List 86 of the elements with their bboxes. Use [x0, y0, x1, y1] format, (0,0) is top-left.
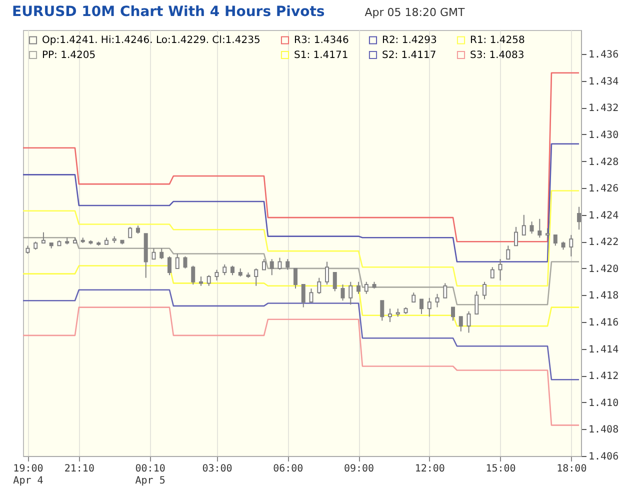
y-tick-label: 1.416	[588, 318, 619, 329]
candlestick	[482, 281, 487, 300]
x-tick-label: 12:00	[414, 464, 445, 474]
candlestick	[214, 269, 219, 282]
candlestick	[262, 258, 266, 270]
candlestick	[435, 293, 440, 308]
candlestick	[522, 214, 526, 236]
candlestick	[530, 221, 534, 234]
candlestick	[278, 257, 282, 270]
legend-label: R3: 1.4346	[294, 35, 349, 46]
candlestick	[325, 261, 330, 286]
candlestick	[506, 245, 510, 260]
x-tick-label: 00:10 Apr 5	[135, 464, 166, 486]
candlestick	[553, 234, 558, 246]
y-tick-label: 1.418	[588, 290, 619, 302]
candlestick	[332, 272, 337, 292]
y-tick-label: 1.412	[588, 371, 619, 382]
candlestick	[498, 258, 502, 282]
x-tick-label: 15:00	[486, 464, 516, 474]
candlestick	[301, 284, 306, 308]
y-tick-label: 1.424	[588, 210, 619, 222]
x-tick-label: 18:00	[556, 464, 587, 474]
candlestick	[348, 281, 353, 306]
candlestick	[356, 281, 361, 294]
candlestick	[388, 308, 392, 323]
candlestick	[427, 297, 432, 318]
candlestick	[364, 281, 368, 294]
chart-title: EURUSD 10M Chart With 4 Hours Pivots	[12, 4, 325, 20]
y-tick-label: 1.428	[588, 156, 619, 168]
y-tick-label: 1.426	[588, 184, 619, 195]
x-tick-label: 06:00	[273, 464, 304, 474]
candlestick	[451, 306, 456, 322]
legend-label: R1: 1.4258	[470, 35, 525, 46]
candlestick	[380, 300, 384, 322]
candlestick	[420, 298, 424, 314]
x-tick-label: 03:00	[202, 464, 232, 474]
y-tick-label: 1.430	[588, 130, 619, 141]
candlestick	[490, 266, 494, 278]
x-tick-label: 09:00	[344, 464, 374, 474]
legend-label: R2: 1.4293	[382, 35, 437, 46]
candlestick	[538, 218, 542, 238]
legend-label: S1: 1.4171	[294, 50, 348, 61]
candlestick	[474, 290, 479, 314]
candlestick	[577, 206, 582, 230]
y-tick-label: 1.406	[588, 452, 619, 462]
candlestick	[222, 264, 227, 276]
y-tick-label: 1.422	[588, 237, 619, 248]
legend-label: Op:1.4241. Hi:1.4246. Lo:1.4229. Cl:1.4235	[42, 35, 260, 46]
legend-label: S3: 1.4083	[470, 50, 524, 61]
candlestick	[270, 258, 274, 276]
candlestick	[569, 234, 574, 257]
candlestick	[309, 288, 314, 302]
candlestick	[412, 292, 416, 302]
legend-label: PP: 1.4205	[42, 50, 96, 61]
candlestick	[191, 265, 196, 286]
candlestick	[230, 265, 234, 276]
candlestick	[286, 258, 290, 270]
candlestick	[160, 248, 164, 260]
y-tick-label: 1.434	[588, 76, 619, 88]
y-tick-label: 1.436	[588, 50, 619, 61]
y-tick-label: 1.432	[588, 103, 619, 114]
candlestick	[167, 256, 172, 276]
y-tick-label: 1.410	[588, 398, 619, 409]
candlestick	[152, 248, 156, 260]
candlestick	[128, 226, 132, 238]
y-tick-label: 1.408	[588, 424, 619, 436]
legend-label: S2: 1.4117	[382, 50, 436, 61]
candlestick	[41, 232, 46, 244]
y-tick-label: 1.414	[588, 344, 619, 356]
candlestick	[317, 277, 322, 294]
candlestick	[198, 276, 203, 286]
chart-subtitle: Apr 05 18:20 GMT	[364, 6, 465, 19]
candlestick	[443, 282, 448, 298]
candlestick	[175, 253, 180, 269]
x-tick-label: 21:10	[64, 464, 94, 474]
candlestick	[514, 226, 518, 246]
x-tick-label: 19:00 Apr 4	[13, 464, 44, 486]
candlestick	[206, 274, 211, 286]
candlestick	[466, 310, 471, 334]
y-tick-label: 1.420	[588, 264, 619, 275]
candlestick	[254, 268, 258, 286]
candlestick	[340, 284, 345, 302]
candlestick	[458, 316, 463, 332]
candlestick	[546, 228, 550, 238]
candlestick	[294, 268, 298, 290]
candlestick	[183, 256, 188, 269]
